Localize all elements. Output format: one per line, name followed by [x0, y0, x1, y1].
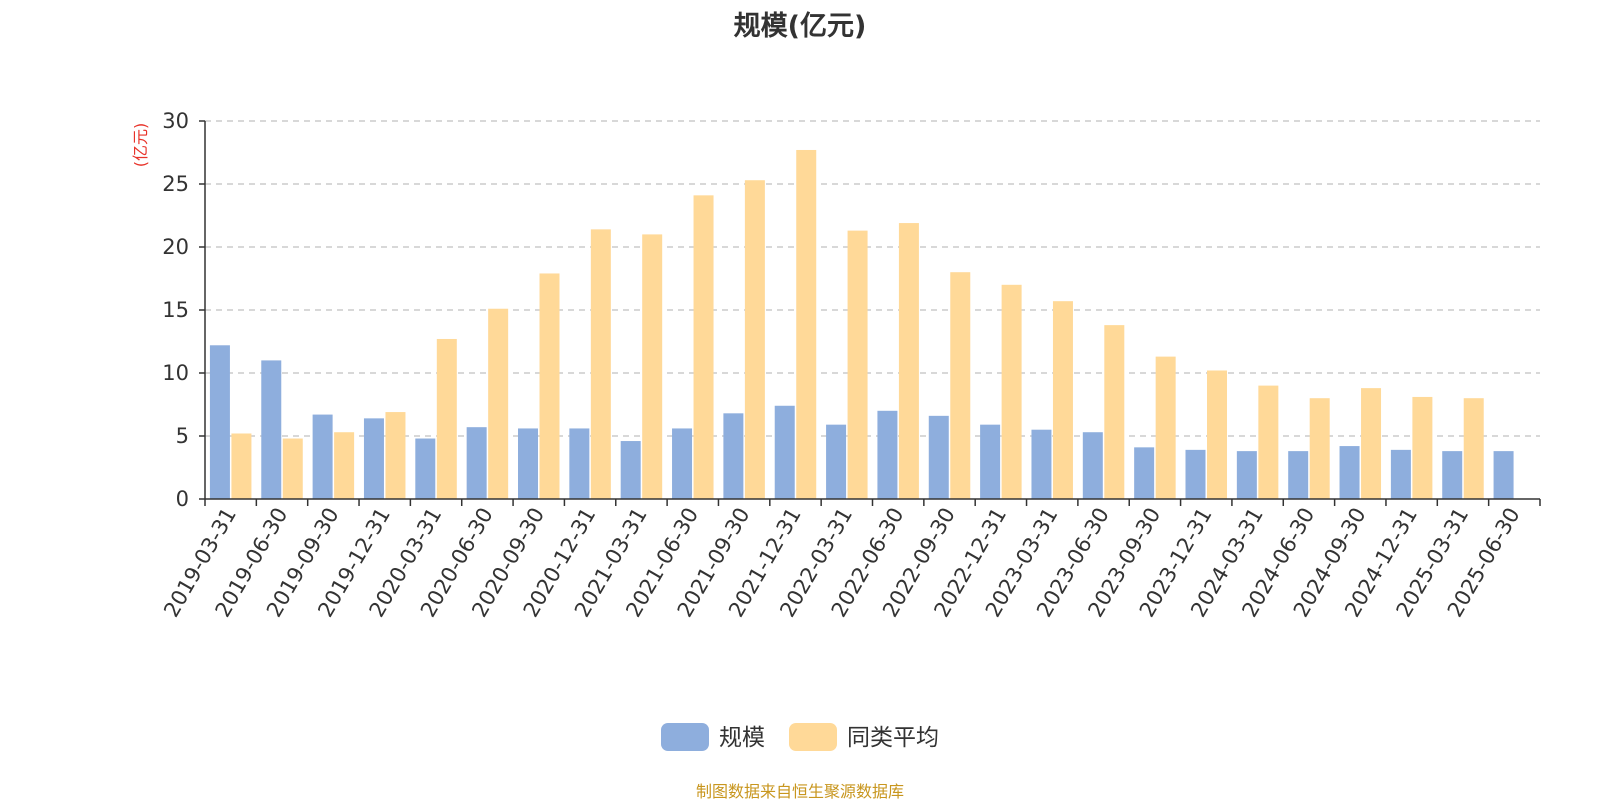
bar-scale	[774, 405, 795, 499]
legend-label-scale[interactable]: 规模	[719, 725, 765, 751]
bar-peer-average	[1104, 325, 1125, 499]
bars	[209, 149, 1514, 500]
bar-peer-average	[1463, 398, 1484, 499]
bar-peer-average	[1412, 396, 1433, 499]
bar-peer-average	[693, 195, 714, 499]
bar-scale	[312, 414, 333, 499]
bar-scale	[1082, 432, 1103, 499]
bar-scale	[1339, 446, 1360, 499]
bar-scale	[1288, 451, 1309, 499]
bar-scale	[569, 428, 590, 499]
bar-scale	[1185, 449, 1206, 499]
bar-scale	[363, 418, 384, 499]
bar-scale	[466, 427, 487, 499]
bar-scale	[1031, 429, 1052, 499]
bar-peer-average	[1309, 398, 1330, 499]
y-tick-label: 30	[162, 109, 189, 133]
bar-peer-average	[796, 149, 817, 500]
bar-peer-average	[590, 229, 611, 500]
bar-scale	[1493, 451, 1514, 499]
bar-scale	[877, 410, 898, 499]
bar-scale	[980, 424, 1001, 499]
bar-peer-average	[1052, 301, 1073, 499]
bar-peer-average	[898, 223, 919, 499]
bar-peer-average	[1361, 388, 1382, 499]
bar-scale	[1390, 449, 1411, 499]
bar-peer-average	[950, 272, 971, 499]
bar-peer-average	[231, 433, 252, 499]
y-tick-label: 20	[162, 235, 189, 259]
y-tick-label: 0	[176, 487, 189, 511]
bar-peer-average	[539, 273, 560, 499]
axes	[199, 120, 1541, 506]
y-tick-label: 5	[176, 424, 189, 448]
y-tick-label: 25	[162, 172, 189, 196]
bar-scale	[1442, 451, 1463, 499]
source-note: 制图数据来自恒生聚源数据库	[695, 782, 904, 801]
bar-peer-average	[334, 432, 355, 499]
bar-scale	[723, 413, 744, 499]
legend: 规模 同类平均	[661, 723, 939, 751]
bar-peer-average	[642, 234, 663, 499]
bar-peer-average	[385, 412, 406, 499]
bar-peer-average	[488, 308, 509, 499]
bar-scale	[1134, 447, 1155, 499]
bar-peer-average	[847, 230, 868, 499]
bar-scale	[415, 438, 436, 499]
bar-peer-average	[1001, 284, 1022, 499]
bar-peer-average	[436, 338, 457, 499]
legend-swatch-peer-average[interactable]	[789, 723, 837, 751]
y-unit-label: (亿元)	[131, 123, 150, 168]
bar-scale	[826, 424, 847, 499]
bar-scale	[261, 360, 282, 499]
bar-scale	[209, 345, 230, 499]
bar-scale	[620, 441, 641, 499]
tick-labels: 051015202530(亿元)2019-03-312019-06-302019…	[131, 109, 1525, 621]
grid-lines	[205, 120, 1540, 437]
bar-peer-average	[1258, 385, 1279, 499]
y-tick-label: 10	[162, 361, 189, 385]
bar-peer-average	[282, 438, 303, 499]
bar-scale	[518, 428, 538, 499]
bar-peer-average	[744, 180, 765, 499]
bar-scale	[672, 428, 693, 499]
bar-peer-average	[1155, 356, 1176, 499]
y-tick-label: 15	[162, 298, 189, 322]
bar-peer-average	[1207, 370, 1227, 499]
legend-swatch-scale[interactable]	[661, 723, 709, 751]
legend-label-peer-average[interactable]: 同类平均	[847, 725, 939, 751]
chart-title: 规模(亿元)	[733, 11, 867, 42]
bar-scale	[1236, 451, 1257, 499]
bar-scale	[928, 415, 949, 499]
